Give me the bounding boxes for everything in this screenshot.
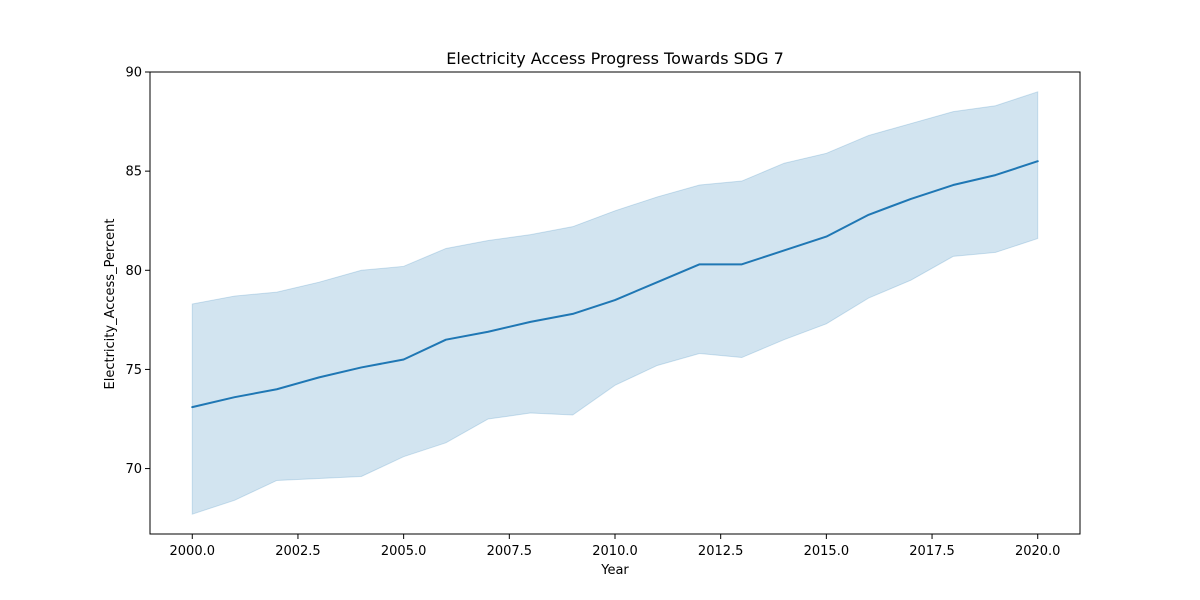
chart-title: Electricity Access Progress Towards SDG … xyxy=(446,49,784,68)
x-axis: 2000.0 2002.5 2005.0 2007.5 2010.0 2012.5 2015… xyxy=(170,534,1061,559)
y-tick-label: 80 xyxy=(125,264,142,279)
x-tick-label: 2015.0 xyxy=(804,544,850,559)
x-tick-label: 2010.0 xyxy=(592,544,638,559)
x-tick-label: 2005.0 xyxy=(381,544,427,559)
confidence-band xyxy=(191,91,1039,515)
x-tick-label: 2020.0 xyxy=(1015,544,1061,559)
x-tick-label: 2017.5 xyxy=(909,544,955,559)
x-tick-label: 2002.5 xyxy=(275,544,321,559)
plot-area xyxy=(149,71,1081,535)
y-tick-label: 90 xyxy=(125,66,142,81)
y-axis: 70 75 80 85 90 xyxy=(125,66,150,477)
x-tick-label: 2007.5 xyxy=(487,544,533,559)
x-tick-label: 2012.5 xyxy=(698,544,744,559)
series-line xyxy=(191,160,1039,409)
y-tick-label: 70 xyxy=(125,462,142,477)
x-tick-label: 2000.0 xyxy=(170,544,216,559)
y-tick-label: 85 xyxy=(125,165,142,180)
y-axis-label: Electricity_Access_Percent xyxy=(103,219,118,390)
y-tick-label: 75 xyxy=(125,363,142,378)
x-axis-label: Year xyxy=(600,563,629,578)
